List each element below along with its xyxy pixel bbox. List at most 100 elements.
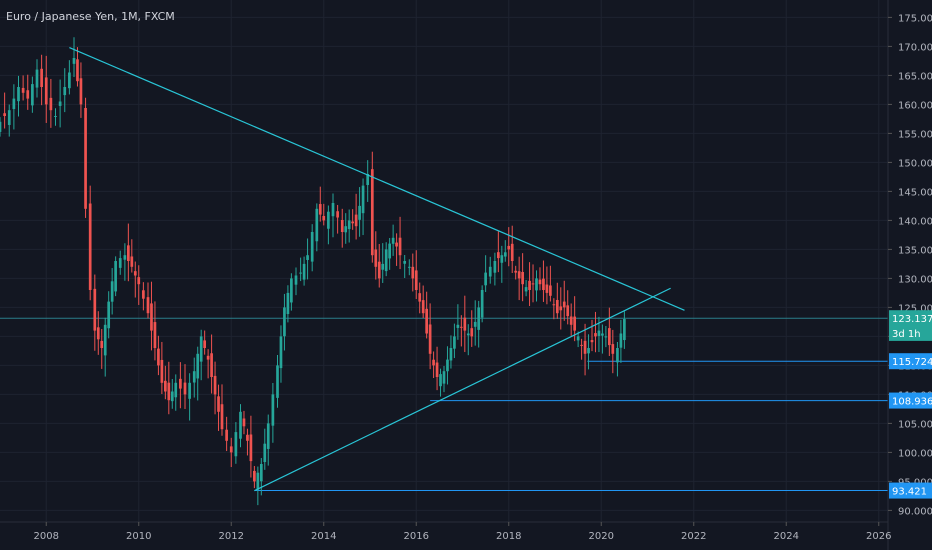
candle-body xyxy=(142,290,145,299)
y-tick-label: 170.000 xyxy=(898,42,932,53)
grid-lines xyxy=(0,0,888,522)
candle-body xyxy=(623,319,626,341)
candle-body xyxy=(79,78,83,105)
candle-body xyxy=(239,411,242,439)
candle-body xyxy=(542,278,545,290)
candle-body xyxy=(196,353,200,379)
candle-body xyxy=(435,362,439,377)
candle-body xyxy=(188,382,191,399)
candle-body xyxy=(395,242,398,247)
x-tick-label: 2010 xyxy=(126,531,151,542)
candle-body xyxy=(84,108,87,209)
y-axis[interactable]: 90.00095.000100.000105.000110.000115.000… xyxy=(887,0,932,550)
x-tick-label: 2008 xyxy=(34,531,59,542)
candle-body xyxy=(521,271,524,285)
candle-body xyxy=(283,307,286,337)
candle-body xyxy=(54,116,57,117)
candle-body xyxy=(473,321,477,327)
candle-body xyxy=(391,237,395,244)
candle-body xyxy=(249,434,253,462)
candle-body xyxy=(58,101,62,106)
candle-body xyxy=(514,270,518,273)
countdown-price-label: 3d 1h xyxy=(892,329,921,340)
candle-body xyxy=(299,272,302,274)
candle-body xyxy=(217,396,220,412)
candle-body xyxy=(555,299,559,314)
candle-body xyxy=(449,348,453,361)
candle-body xyxy=(597,330,601,336)
x-tick-label: 2020 xyxy=(589,531,614,542)
candle-body xyxy=(192,371,196,383)
candle-body xyxy=(517,271,521,279)
candle-body xyxy=(590,340,594,343)
candle-body xyxy=(183,382,187,395)
price-labels: 123.137 3d 1h 115.724 108.936 93.421 xyxy=(889,310,932,499)
candle-body xyxy=(470,328,474,337)
candle-body xyxy=(114,261,117,292)
candle-body xyxy=(361,185,365,214)
candle-body xyxy=(3,113,6,116)
candle-body xyxy=(377,261,381,279)
candle-body xyxy=(507,245,511,250)
trendline xyxy=(254,287,671,492)
candle-body xyxy=(466,333,470,336)
y-tick-label: 150.000 xyxy=(898,158,932,169)
candle-body xyxy=(225,429,228,441)
x-axis[interactable]: 2008 2010 2012 2014 2016 2018 2020 2022 2024 2026 xyxy=(0,521,891,542)
candle-body xyxy=(210,353,213,377)
candle-body xyxy=(331,203,335,217)
candle-body xyxy=(263,443,267,463)
candle-body xyxy=(580,344,583,346)
level-price-label: 108.936 xyxy=(892,397,932,408)
candle-body xyxy=(110,281,114,302)
candle-body xyxy=(88,203,92,290)
candle-body xyxy=(384,249,388,272)
candle-body xyxy=(0,121,2,132)
candle-body xyxy=(96,327,100,340)
candle-body xyxy=(123,255,127,260)
current-price-label: 123.137 xyxy=(892,314,932,325)
candle-body xyxy=(310,232,314,262)
candle-body xyxy=(552,304,556,306)
candle-body xyxy=(203,340,207,348)
candle-body xyxy=(213,375,217,395)
candle-body xyxy=(347,220,351,230)
candle-body xyxy=(63,87,67,96)
candle-body xyxy=(179,378,182,389)
candle-body xyxy=(107,301,111,329)
candle-body xyxy=(153,322,157,348)
candle-body xyxy=(594,333,597,337)
candle-body xyxy=(374,249,378,267)
candle-body xyxy=(453,336,456,349)
candle-body xyxy=(286,292,290,315)
chart-title: Euro / Japanese Yen, 1M, FXCM xyxy=(6,10,175,23)
y-tick-label: 165.000 xyxy=(898,71,932,82)
candle-body xyxy=(538,279,542,285)
candle-body xyxy=(456,324,460,328)
candle-body xyxy=(294,275,298,285)
candle-body xyxy=(446,359,449,372)
candle-body xyxy=(100,340,104,348)
candle-body xyxy=(49,97,53,111)
candle-body xyxy=(503,252,507,257)
candle-body xyxy=(318,204,322,215)
x-tick-label: 2018 xyxy=(496,531,521,542)
candle-body xyxy=(616,348,619,363)
horizontal-levels xyxy=(0,317,888,492)
candle-body xyxy=(253,470,256,482)
candle-body xyxy=(229,446,233,453)
trendline xyxy=(69,47,685,311)
candle-body xyxy=(414,270,418,290)
candle-body xyxy=(340,220,344,232)
x-tick-label: 2012 xyxy=(219,531,244,542)
candle-body xyxy=(12,98,16,110)
candle-body xyxy=(336,211,339,218)
candle-body xyxy=(290,278,293,303)
candle-body xyxy=(484,272,487,286)
candle-body xyxy=(496,252,500,259)
candle-body xyxy=(7,110,11,125)
candle-body xyxy=(535,278,538,291)
level-price-tag xyxy=(889,392,932,409)
